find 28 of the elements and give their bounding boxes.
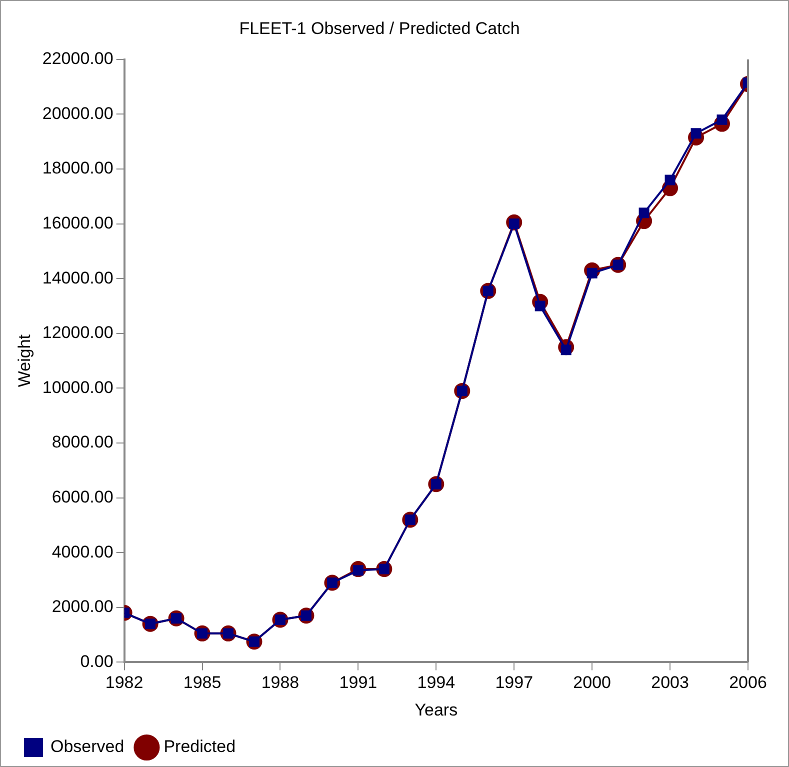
y-tick-label: 8000.00	[52, 432, 114, 452]
legend-label: Observed	[50, 737, 124, 756]
point	[664, 174, 676, 186]
x-tick-label: 1982	[105, 673, 144, 692]
y-tick-label: 10000.00	[42, 378, 114, 397]
y-tick-label: 12000.00	[42, 323, 114, 342]
y-tick-label: 14000.00	[42, 268, 114, 288]
x-tick-label: 2000	[573, 673, 611, 692]
legend-label: Predicted	[164, 737, 236, 756]
x-tick-label: 1994	[417, 673, 456, 692]
point	[638, 208, 650, 218]
y-tick-label: 0.00	[80, 652, 114, 671]
y-tick-label: 16000.00	[42, 213, 114, 232]
y-tick-label: 18000.00	[42, 158, 114, 178]
x-tick-label: 1988	[261, 673, 300, 692]
x-tick-label: 2006	[729, 673, 767, 692]
y-tick-label: 20000.00	[42, 104, 114, 123]
y-tick-label: 22000.00	[42, 49, 114, 68]
chart-title: FLEET-1 Observed / Predicted Catch	[239, 18, 520, 38]
y-tick-label: 4000.00	[52, 542, 114, 562]
y-axis-title: Weight	[14, 334, 34, 388]
x-axis-title: Years	[414, 700, 458, 720]
y-tick-label: 2000.00	[52, 597, 114, 616]
x-tick-label: 1985	[183, 673, 222, 692]
x-tick-label: 1997	[495, 673, 534, 692]
x-tick-label: 2003	[651, 673, 689, 692]
x-tick-label: 1991	[339, 673, 378, 692]
y-tick-label: 6000.00	[52, 487, 114, 506]
